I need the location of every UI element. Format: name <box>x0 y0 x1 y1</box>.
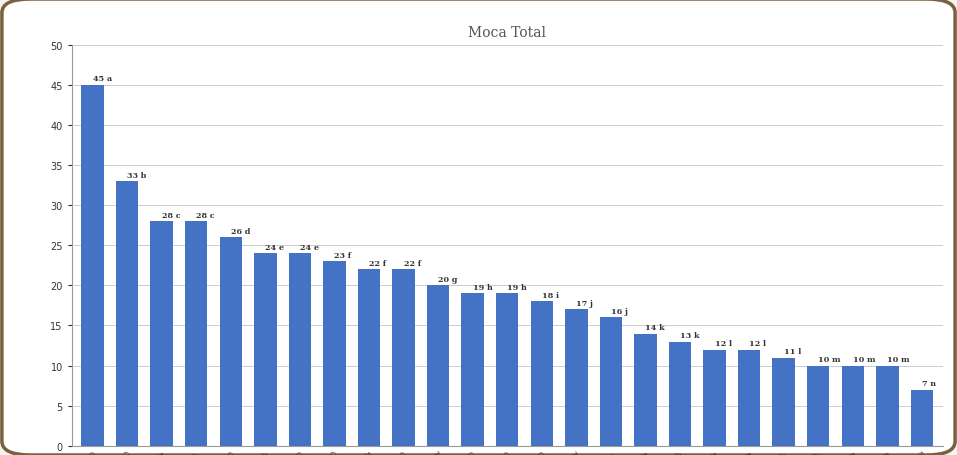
Text: 11 l: 11 l <box>784 348 801 355</box>
Text: 28 c: 28 c <box>196 211 214 219</box>
Bar <box>669 342 691 446</box>
Bar <box>323 262 345 446</box>
Bar <box>807 366 830 446</box>
Text: 22 f: 22 f <box>404 259 421 268</box>
Bar <box>289 254 311 446</box>
Bar <box>565 310 588 446</box>
Text: 19 h: 19 h <box>507 283 527 291</box>
Text: 12 l: 12 l <box>715 339 731 348</box>
Text: 14 k: 14 k <box>645 324 665 331</box>
Text: 18 i: 18 i <box>542 291 559 299</box>
Bar <box>392 270 414 446</box>
Text: 22 f: 22 f <box>369 259 387 268</box>
Text: 16 j: 16 j <box>611 308 628 315</box>
Text: 10 m: 10 m <box>887 355 910 364</box>
Bar <box>219 238 242 446</box>
Title: Moca Total: Moca Total <box>468 26 546 40</box>
Bar <box>876 366 899 446</box>
Text: 19 h: 19 h <box>473 283 493 291</box>
Bar <box>841 366 864 446</box>
Text: 10 m: 10 m <box>818 355 841 364</box>
Text: 17 j: 17 j <box>576 299 593 308</box>
Bar <box>634 334 657 446</box>
Text: 26 d: 26 d <box>231 228 250 235</box>
Text: 28 c: 28 c <box>162 211 180 219</box>
Text: 12 l: 12 l <box>749 339 767 348</box>
Text: 13 k: 13 k <box>680 331 700 339</box>
Bar <box>703 350 725 446</box>
Bar <box>530 302 553 446</box>
Text: 7 n: 7 n <box>922 379 936 388</box>
Bar <box>150 222 173 446</box>
Bar <box>358 270 380 446</box>
Bar <box>81 86 103 446</box>
Text: 20 g: 20 g <box>438 275 457 283</box>
Bar <box>496 294 519 446</box>
Bar <box>427 286 450 446</box>
Bar <box>738 350 761 446</box>
Text: 24 e: 24 e <box>265 243 284 251</box>
Bar <box>116 182 139 446</box>
Text: 33 b: 33 b <box>127 171 146 179</box>
Bar <box>772 358 795 446</box>
Bar <box>911 390 933 446</box>
Text: 45 a: 45 a <box>93 75 112 83</box>
Text: 23 f: 23 f <box>334 251 351 259</box>
Bar <box>600 318 622 446</box>
Bar <box>461 294 484 446</box>
Text: 24 e: 24 e <box>300 243 319 251</box>
Text: 10 m: 10 m <box>853 355 876 364</box>
Bar <box>254 254 277 446</box>
Bar <box>185 222 208 446</box>
